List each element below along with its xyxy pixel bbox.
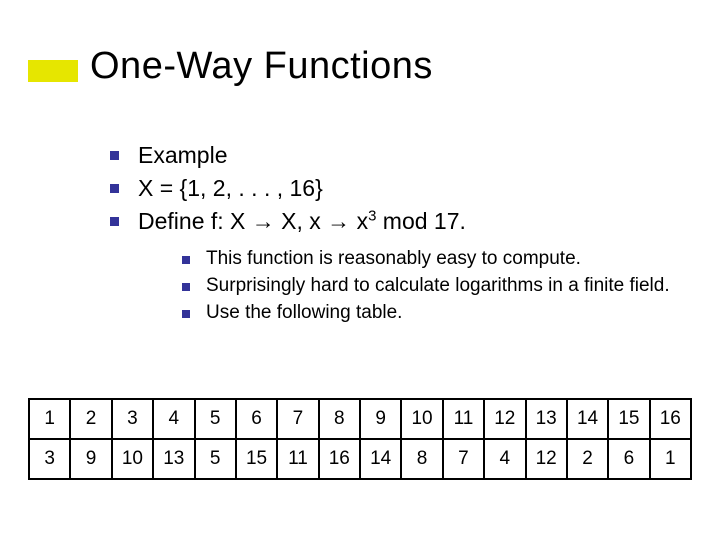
bullet-list-level2: This function is reasonably easy to comp… bbox=[182, 247, 670, 325]
table-cell: 16 bbox=[319, 439, 360, 479]
table-cell: 7 bbox=[277, 399, 318, 439]
table-cell: 3 bbox=[112, 399, 153, 439]
table-cell: 16 bbox=[650, 399, 691, 439]
table-cell: 15 bbox=[608, 399, 649, 439]
accent-bar bbox=[28, 60, 78, 82]
bullet-item: Example bbox=[110, 140, 670, 171]
function-table: 1 2 3 4 5 6 7 8 9 10 11 12 13 14 15 16 3… bbox=[28, 398, 692, 480]
table-cell: 9 bbox=[70, 439, 111, 479]
bullet-text: Example bbox=[138, 142, 227, 168]
table-cell: 4 bbox=[153, 399, 194, 439]
bullet-text: Surprisingly hard to calculate logarithm… bbox=[206, 275, 670, 296]
table-cell: 3 bbox=[29, 439, 70, 479]
table-cell: 13 bbox=[526, 399, 567, 439]
slide-title: One-Way Functions bbox=[90, 45, 433, 88]
table-cell: 8 bbox=[401, 439, 442, 479]
table-cell: 12 bbox=[526, 439, 567, 479]
table-cell: 10 bbox=[112, 439, 153, 479]
table-cell: 7 bbox=[443, 439, 484, 479]
table-cell: 1 bbox=[29, 399, 70, 439]
table-cell: 5 bbox=[195, 439, 236, 479]
table-cell: 1 bbox=[650, 439, 691, 479]
table-row: 3 9 10 13 5 15 11 16 14 8 7 4 12 2 6 1 bbox=[29, 439, 691, 479]
table-cell: 11 bbox=[277, 439, 318, 479]
bullet-item: Define f: X → X, x → x3 mod 17. This fun… bbox=[110, 206, 670, 325]
slide: One-Way Functions Example X = {1, 2, . .… bbox=[0, 0, 720, 540]
sub-bullet-item: Use the following table. bbox=[182, 301, 670, 326]
table-cell: 4 bbox=[484, 439, 525, 479]
table-cell: 5 bbox=[195, 399, 236, 439]
table-cell: 12 bbox=[484, 399, 525, 439]
table-cell: 15 bbox=[236, 439, 277, 479]
table-cell: 14 bbox=[360, 439, 401, 479]
sub-bullet-item: This function is reasonably easy to comp… bbox=[182, 247, 670, 272]
table-cell: 2 bbox=[567, 439, 608, 479]
content-area: Example X = {1, 2, . . . , 16} Define f:… bbox=[110, 140, 670, 327]
bullet-list-level1: Example X = {1, 2, . . . , 16} Define f:… bbox=[110, 140, 670, 325]
table-cell: 10 bbox=[401, 399, 442, 439]
table-cell: 13 bbox=[153, 439, 194, 479]
table-cell: 2 bbox=[70, 399, 111, 439]
table-cell: 6 bbox=[608, 439, 649, 479]
table: 1 2 3 4 5 6 7 8 9 10 11 12 13 14 15 16 3… bbox=[28, 398, 692, 480]
bullet-text: Define f: X → X, x → x3 mod 17. bbox=[138, 208, 466, 234]
bullet-text: This function is reasonably easy to comp… bbox=[206, 248, 581, 269]
table-cell: 8 bbox=[319, 399, 360, 439]
table-cell: 14 bbox=[567, 399, 608, 439]
bullet-item: X = {1, 2, . . . , 16} bbox=[110, 173, 670, 204]
sub-bullet-item: Surprisingly hard to calculate logarithm… bbox=[182, 274, 670, 299]
table-cell: 11 bbox=[443, 399, 484, 439]
bullet-text: Use the following table. bbox=[206, 302, 402, 323]
table-row: 1 2 3 4 5 6 7 8 9 10 11 12 13 14 15 16 bbox=[29, 399, 691, 439]
table-cell: 6 bbox=[236, 399, 277, 439]
table-cell: 9 bbox=[360, 399, 401, 439]
bullet-text: X = {1, 2, . . . , 16} bbox=[138, 175, 323, 201]
